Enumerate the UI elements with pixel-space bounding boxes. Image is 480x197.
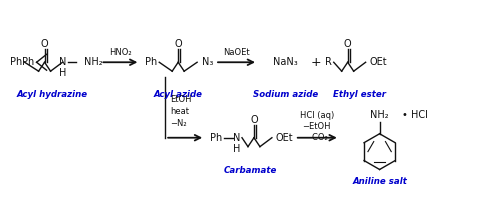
Text: N₃: N₃: [202, 57, 214, 67]
Text: OEt: OEt: [370, 57, 387, 67]
Text: O: O: [174, 39, 182, 49]
Text: NH₂: NH₂: [84, 57, 103, 67]
Text: R: R: [325, 57, 332, 67]
Text: N: N: [59, 57, 66, 67]
Text: HCl (aq): HCl (aq): [300, 111, 334, 120]
Text: heat: heat: [170, 107, 189, 116]
Text: Ph: Ph: [210, 133, 222, 143]
Text: O: O: [41, 39, 48, 49]
Text: NaOEt: NaOEt: [223, 48, 249, 57]
Text: O: O: [250, 115, 258, 125]
Text: H: H: [59, 68, 66, 78]
Text: Aniline salt: Aniline salt: [352, 177, 407, 186]
Text: Acyl azide: Acyl azide: [154, 90, 203, 99]
Text: Ph: Ph: [23, 57, 35, 67]
Text: +: +: [311, 56, 321, 69]
Text: H: H: [233, 144, 240, 154]
Text: Acyl hydrazine: Acyl hydrazine: [17, 90, 88, 99]
Text: HNO₂: HNO₂: [109, 48, 132, 57]
Text: • HCl: • HCl: [402, 110, 427, 120]
Text: EtOH: EtOH: [170, 96, 192, 104]
Text: Ph: Ph: [11, 57, 23, 67]
Text: NaN₃: NaN₃: [274, 57, 298, 67]
Text: N: N: [233, 133, 240, 143]
Text: −N₂: −N₂: [170, 119, 187, 128]
Text: Ethyl ester: Ethyl ester: [333, 90, 386, 99]
Text: −CO₂: −CO₂: [305, 133, 328, 142]
Text: Ph: Ph: [145, 57, 157, 67]
Text: NH₂: NH₂: [370, 110, 389, 120]
Text: O: O: [344, 39, 351, 49]
Text: −EtOH: −EtOH: [302, 122, 331, 131]
Text: Sodium azide: Sodium azide: [253, 90, 319, 99]
Text: OEt: OEt: [276, 133, 294, 143]
Text: Carbamate: Carbamate: [223, 165, 276, 175]
